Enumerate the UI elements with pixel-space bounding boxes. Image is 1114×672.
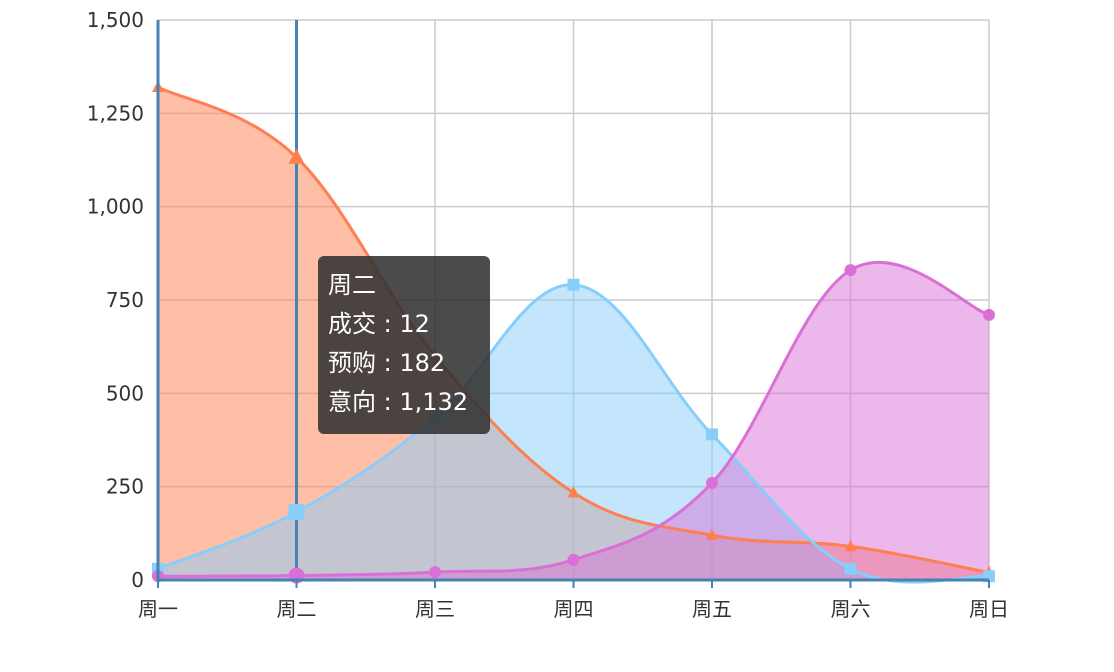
y-tick-label: 1,250	[87, 101, 144, 125]
data-point-circle[interactable]	[844, 264, 857, 277]
tooltip-row-preorder: 预购 : 182	[328, 349, 446, 377]
data-point-circle[interactable]	[983, 308, 995, 321]
tooltip: 周二 成交 : 12 预购 : 182 意向 : 1,132	[318, 256, 490, 434]
y-tick-label: 500	[106, 381, 144, 405]
y-tick-label: 1,000	[87, 195, 144, 219]
data-point-circle[interactable]	[567, 553, 580, 566]
x-tick-label: 周六	[831, 597, 871, 621]
data-point-triangle[interactable]	[567, 486, 580, 498]
data-point-triangle[interactable]	[288, 148, 305, 164]
tooltip-row-intent: 意向 : 1,132	[328, 388, 469, 416]
x-tick-label: 周四	[554, 597, 594, 621]
y-tick-label: 750	[106, 288, 144, 312]
data-point-circle[interactable]	[706, 476, 718, 489]
x-axis-tick-labels: 周一 周二 周三 周四 周五 周六 周日	[138, 597, 1009, 621]
x-tick-label: 周日	[969, 597, 1009, 621]
axes	[156, 20, 990, 588]
y-axis-tick-labels: 0 250 500 750 1,000 1,250 1,500	[87, 8, 144, 592]
series-areas	[158, 87, 989, 583]
data-point-triangle[interactable]	[706, 528, 718, 540]
x-tick-label: 周五	[692, 597, 732, 621]
x-tick-label: 周一	[138, 597, 178, 621]
x-tick-label: 周三	[415, 597, 455, 621]
tooltip-title: 周二	[328, 271, 376, 299]
data-point-square[interactable]	[706, 428, 718, 441]
y-tick-label: 250	[106, 475, 144, 499]
data-point-triangle[interactable]	[844, 539, 857, 552]
y-tick-label: 0	[131, 568, 144, 592]
data-point-square[interactable]	[567, 278, 580, 291]
y-tick-label: 1,500	[87, 8, 144, 32]
data-point-circle[interactable]	[429, 566, 441, 579]
series-area	[158, 284, 989, 583]
series-area	[158, 87, 989, 580]
tooltip-row-deal: 成交 : 12	[328, 310, 430, 338]
series-area	[158, 262, 989, 580]
data-point-square[interactable]	[844, 562, 857, 575]
data-point-square[interactable]	[288, 504, 305, 521]
x-tick-label: 周二	[277, 597, 317, 621]
